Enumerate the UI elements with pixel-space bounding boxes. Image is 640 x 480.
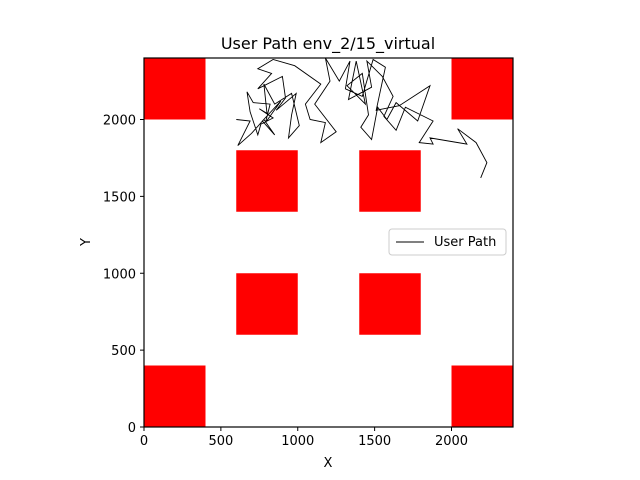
path-layer	[236, 57, 488, 179]
y-tick-label-1500: 1500	[103, 190, 136, 205]
y-tick-label-500: 500	[111, 344, 136, 359]
chart-title: User Path env_2/15_virtual	[221, 34, 435, 54]
obstacle-8	[451, 365, 513, 427]
y-tick-label-2000: 2000	[103, 114, 136, 129]
y-axis: 0 500 1000 1500 2000	[103, 114, 144, 436]
user-path-line	[236, 57, 488, 179]
y-tick-label-0: 0	[128, 421, 136, 436]
obstacle-1	[144, 58, 206, 120]
x-tick-label-2000: 2000	[435, 434, 468, 449]
legend-box	[388, 228, 507, 256]
obstacle-7	[144, 365, 206, 427]
x-tick-label-1000: 1000	[281, 434, 314, 449]
obstacle-4	[359, 150, 421, 212]
y-tick-label-1000: 1000	[103, 267, 136, 282]
legend-entry-user-path: User Path	[434, 235, 496, 250]
x-tick-label-1500: 1500	[358, 434, 391, 449]
legend: User Path	[388, 228, 507, 256]
x-axis: 0 500 1000 1500 2000	[140, 427, 468, 449]
obstacle-layer	[144, 58, 513, 427]
obstacle-6	[359, 273, 421, 335]
y-axis-label: Y	[79, 238, 94, 247]
x-axis-label: X	[324, 456, 333, 471]
x-tick-label-500: 500	[208, 434, 233, 449]
obstacle-3	[236, 150, 298, 212]
obstacle-5	[236, 273, 298, 335]
plot-frame	[143, 57, 514, 428]
obstacle-2	[451, 58, 513, 120]
x-tick-label-0: 0	[140, 434, 148, 449]
